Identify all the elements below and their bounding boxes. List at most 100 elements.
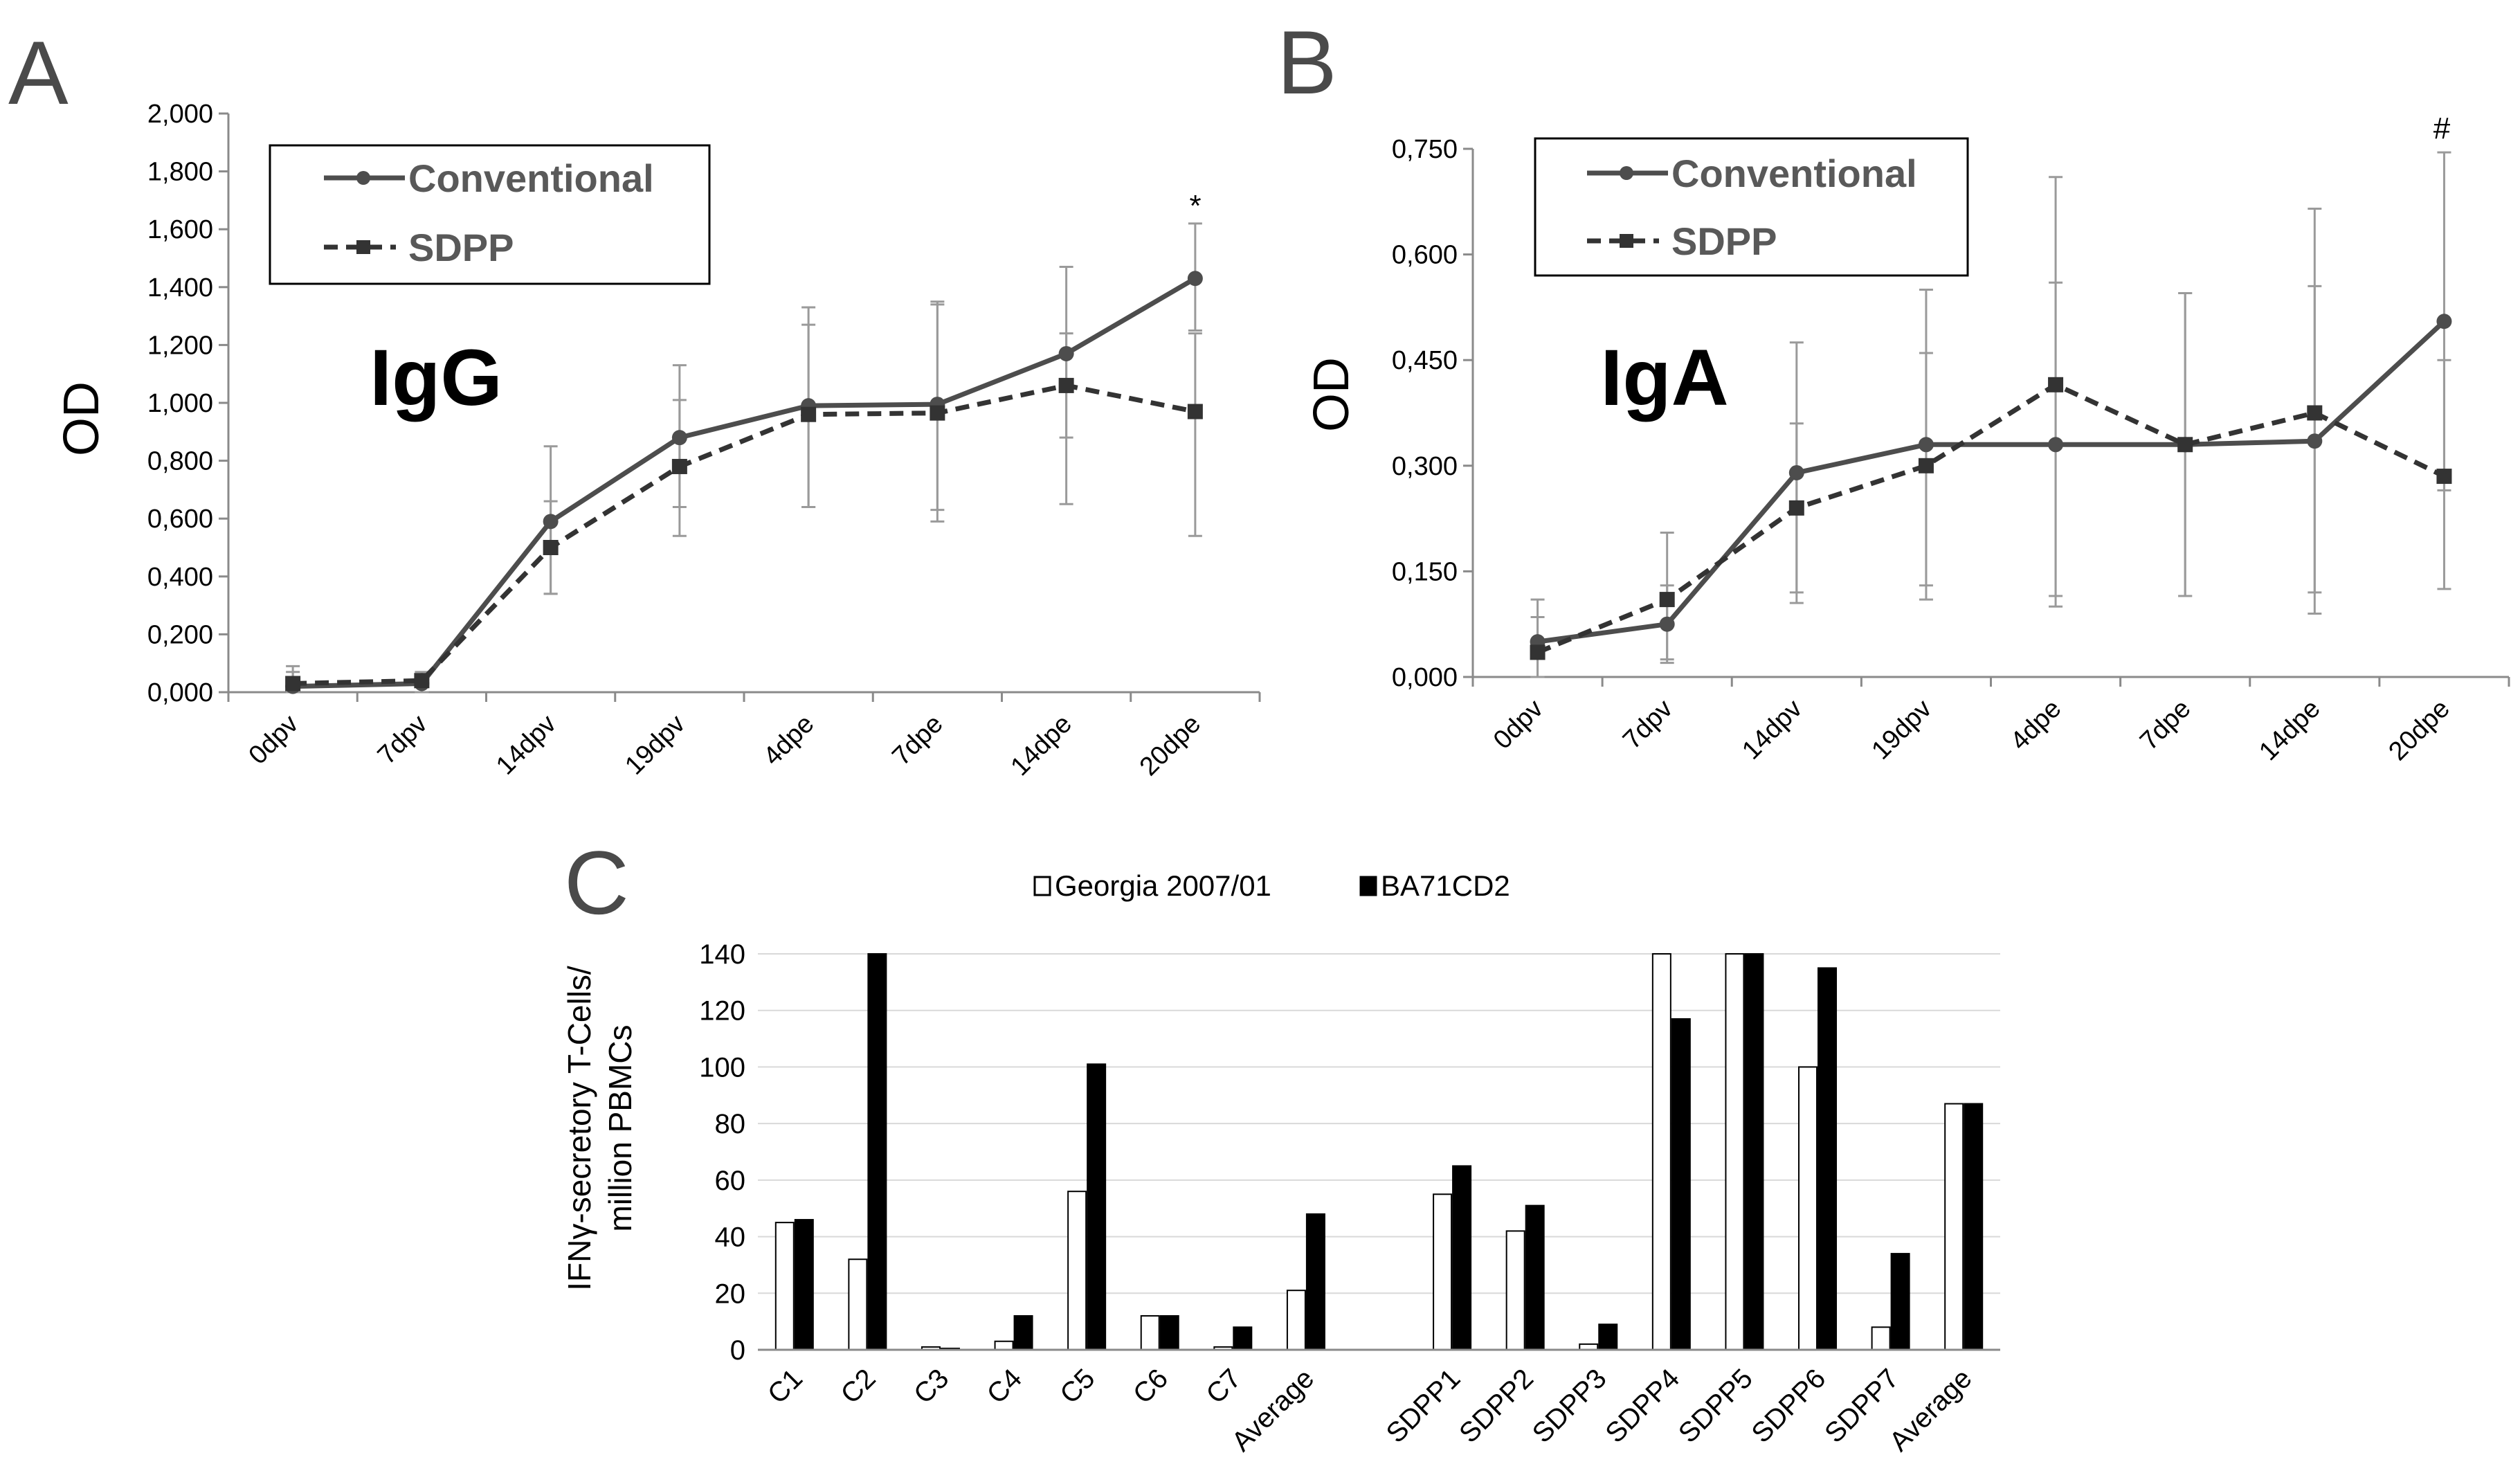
chart-c-bar-ba71cd2 <box>1598 1323 1618 1350</box>
chart-c-y-tick-label: 100 <box>699 1052 745 1083</box>
chart-b-point-sdpp <box>1530 644 1545 660</box>
chart-a-point-conventional <box>671 430 687 446</box>
chart-c-y-tick-label: 40 <box>715 1222 746 1253</box>
chart-b-axes <box>1463 147 2510 687</box>
chart-b-point-conventional <box>2048 437 2064 453</box>
chart-c-bar-ba71cd2 <box>1452 1165 1472 1351</box>
chart-c-bar-georgia <box>1798 1066 1818 1351</box>
chart-b-point-sdpp <box>1788 500 1804 516</box>
legend-b-conventional-marker <box>1620 166 1633 180</box>
legend-c-ba71cd2-swatch <box>1359 876 1377 896</box>
chart-c-bar-georgia <box>1286 1290 1306 1350</box>
chart-a-point-sdpp <box>671 458 687 474</box>
chart-a-y-tick-label: 2,000 <box>147 100 213 129</box>
chart-c-bar-georgia <box>1140 1314 1160 1351</box>
chart-c-bar-ba71cd2 <box>1744 953 1764 1350</box>
chart-b-y-axis-label: OD <box>1304 357 1359 432</box>
chart-c-y-axis-label-line-2: million PBMCs <box>602 1024 638 1231</box>
chart-a-title: IgG <box>370 334 502 422</box>
chart-b-point-sdpp <box>1659 592 1675 608</box>
chart-b-title: IgA <box>1600 334 1728 422</box>
chart-a-y-tick-label: 0,200 <box>147 620 213 649</box>
chart-c-bar-ba71cd2 <box>867 953 887 1350</box>
chart-a-y-tick-label: 0,400 <box>147 563 213 592</box>
chart-b-point-conventional <box>2436 314 2452 329</box>
chart-b-y-tick-label: 0,300 <box>1392 452 1458 481</box>
chart-b-series <box>1530 314 2452 660</box>
chart-b-y-tick-label: 0,600 <box>1392 241 1458 270</box>
chart-b-significance-mark: # <box>2433 111 2451 145</box>
chart-b-point-conventional <box>1659 616 1675 632</box>
chart-a-y-tick-label: 1,000 <box>147 389 213 418</box>
chart-c-y-axis-label: IFNγ-secretory T-Cells/ million PBMCs <box>561 966 638 1291</box>
legend-c-georgia-label: Georgia 2007/01 <box>1055 869 1271 902</box>
chart-c-legend: Georgia 2007/01 BA71CD2 <box>1033 869 1510 902</box>
chart-b-y-tick-label: 0,750 <box>1392 135 1458 164</box>
chart-b-y-tick-label: 0,150 <box>1392 557 1458 586</box>
chart-b-y-tick-label: 0,450 <box>1392 346 1458 375</box>
chart-a-point-sdpp <box>414 673 430 689</box>
chart-a-point-conventional <box>1187 271 1203 287</box>
chart-c-bar-georgia <box>1433 1193 1453 1351</box>
chart-a-point-conventional <box>543 514 559 530</box>
chart-a-y-tick-label: 1,400 <box>147 273 213 302</box>
chart-a-legend: Conventional SDPP <box>269 144 711 285</box>
legend-a-sdpp-marker <box>356 240 370 254</box>
legend-b-sdpp-label: SDPP <box>1671 219 1777 263</box>
chart-c-y-tick-label: 0 <box>730 1335 745 1366</box>
chart-a-point-conventional <box>1058 345 1074 361</box>
chart-c-bar-ba71cd2 <box>794 1219 814 1350</box>
chart-c-bar-georgia <box>774 1222 795 1350</box>
chart-a-y-axis-label: OD <box>54 381 109 456</box>
chart-b-point-conventional <box>1788 464 1804 480</box>
chart-c-bar-ba71cd2 <box>1525 1204 1545 1350</box>
chart-a-point-sdpp <box>1058 377 1074 393</box>
chart-b-point-conventional <box>2307 433 2323 449</box>
chart-a-axes <box>219 112 1261 702</box>
chart-a-y-tick-label: 0,600 <box>147 505 213 534</box>
chart-b-legend: Conventional SDPP <box>1534 137 1969 277</box>
chart-c-bar-ba71cd2 <box>1964 1103 1984 1350</box>
chart-b-legend-box <box>1534 137 1969 277</box>
chart-b-y-tick-label: 0,000 <box>1392 663 1458 692</box>
chart-a-point-sdpp <box>801 406 817 422</box>
chart-a-legend-box <box>269 144 711 285</box>
chart-a-y-tick-label: 0,000 <box>147 678 213 707</box>
chart-b-point-sdpp <box>2177 437 2193 453</box>
chart-c-bar-ba71cd2 <box>1818 967 1838 1350</box>
legend-a-sdpp-label: SDPP <box>408 226 514 269</box>
chart-c-grid <box>758 953 2000 1294</box>
chart-b-series-conventional-line <box>1537 319 2446 644</box>
chart-c-bar-ba71cd2 <box>1013 1314 1033 1351</box>
chart-a-error-bars <box>286 222 1202 694</box>
legend-b-sdpp-marker <box>1620 234 1633 248</box>
panel-letter-c: C <box>564 832 629 933</box>
chart-c-y-tick-label: 140 <box>699 939 745 970</box>
legend-a-conventional-label: Conventional <box>408 156 654 200</box>
chart-a-series-sdpp-line <box>293 383 1196 686</box>
chart-c-bar-ba71cd2 <box>1305 1213 1325 1351</box>
chart-a-point-sdpp <box>543 540 559 555</box>
chart-a-y-tick-label: 1,200 <box>147 331 213 360</box>
chart-b-point-sdpp <box>2436 469 2452 485</box>
chart-b-point-conventional <box>1918 437 1934 453</box>
chart-a-series <box>285 271 1203 694</box>
chart-a-point-sdpp <box>930 405 945 421</box>
legend-c-georgia-swatch <box>1033 876 1051 896</box>
chart-a-y-tick-label: 1,600 <box>147 215 213 244</box>
panel-letter-b: B <box>1277 12 1337 113</box>
chart-a-significance-mark: * <box>1189 189 1201 223</box>
chart-b-point-sdpp <box>2048 377 2064 392</box>
chart-c-bar-georgia <box>1871 1326 1891 1351</box>
chart-a-point-sdpp <box>1187 404 1203 419</box>
chart-c-y-tick-label: 80 <box>715 1109 746 1139</box>
chart-c-y-tick-label: 120 <box>699 996 745 1027</box>
chart-c-bar-georgia <box>1067 1191 1087 1350</box>
chart-c-bar-ba71cd2 <box>1159 1314 1179 1351</box>
chart-c-bar-ba71cd2 <box>1671 1018 1691 1350</box>
chart-c-bar-ba71cd2 <box>1087 1063 1107 1351</box>
chart-c-bar-georgia <box>1505 1230 1525 1351</box>
chart-c-y-axis-label-line-1: IFNγ-secretory T-Cells/ <box>561 966 597 1291</box>
chart-c-bar-ba71cd2 <box>1233 1326 1253 1351</box>
